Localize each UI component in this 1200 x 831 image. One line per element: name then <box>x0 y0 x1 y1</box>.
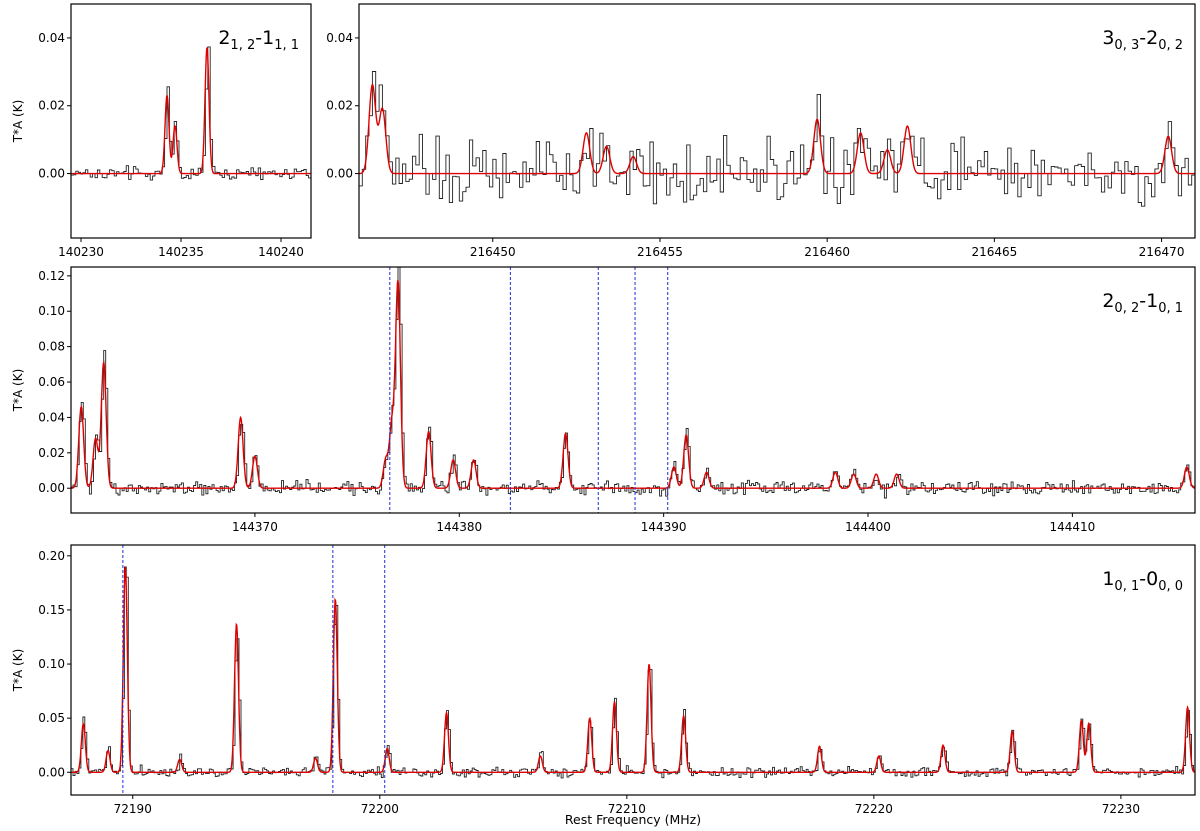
y-tick-label-0.00: 0.00 <box>38 167 65 181</box>
model-spectrum <box>71 566 1195 773</box>
y-axis-label: T*A (K) <box>11 649 25 693</box>
x-axis-label: Rest Frequency (MHz) <box>565 812 701 827</box>
x-tick-label-144390: 144390 <box>641 520 687 534</box>
x-tick-label-144410: 144410 <box>1049 520 1095 534</box>
transition-label: 10, 1-00, 0 <box>1102 568 1183 594</box>
observed-spectrum <box>359 71 1195 207</box>
x-tick-label-72210: 72210 <box>608 802 646 816</box>
model-spectrum <box>71 279 1195 489</box>
panel-1-01-0-00: 0.00 0.05 0.10 0.15 0.20 72190 72200 72210 7222… <box>38 544 1196 816</box>
x-tick-label-216470: 216470 <box>1139 245 1185 259</box>
y-tick-label-0.15: 0.15 <box>38 603 65 617</box>
transition-label: 30, 3-20, 2 <box>1102 27 1183 53</box>
y-tick-label-0.06: 0.06 <box>38 375 65 389</box>
y-tick-label-0.04: 0.04 <box>38 31 65 45</box>
x-tick-label-216450: 216450 <box>470 245 516 259</box>
x-axis-ticks: 144370 144380 144390 144400 144410 <box>232 513 1095 534</box>
x-tick-label-72190: 72190 <box>114 802 152 816</box>
x-tick-label-140230: 140230 <box>58 245 104 259</box>
x-tick-label-216460: 216460 <box>804 245 850 259</box>
model-spectrum <box>359 83 1195 175</box>
y-tick-label-0.02: 0.02 <box>326 99 353 113</box>
y-tick-label-0.08: 0.08 <box>38 340 65 354</box>
y-axis-ticks: 0.00 0.02 0.04 <box>38 31 71 181</box>
transition-label: 21, 2-11, 1 <box>218 27 299 53</box>
y-axis-ticks: 0.00 0.05 0.10 0.15 0.20 <box>38 549 71 779</box>
x-tick-label-144380: 144380 <box>436 520 482 534</box>
y-tick-label-0.04: 0.04 <box>38 410 65 424</box>
model-spectrum <box>71 47 311 175</box>
x-axis-ticks: 216450 216455 216460 216465 216470 <box>470 238 1185 259</box>
x-tick-label-72230: 72230 <box>1102 802 1140 816</box>
x-tick-label-216455: 216455 <box>637 245 683 259</box>
panel-2-12-1-11: 0.00 0.02 0.04 140230 140235 140240 21, 2-11… <box>38 3 312 259</box>
plot-area <box>71 545 1195 795</box>
y-tick-label-0.05: 0.05 <box>38 711 65 725</box>
y-tick-label-0.02: 0.02 <box>38 446 65 460</box>
x-tick-label-140240: 140240 <box>258 245 304 259</box>
y-tick-label-0.10: 0.10 <box>38 304 65 318</box>
x-tick-label-72200: 72200 <box>361 802 399 816</box>
transition-label: 20, 2-10, 1 <box>1102 290 1183 316</box>
y-tick-label-0.20: 0.20 <box>38 549 65 563</box>
y-tick-label-0.10: 0.10 <box>38 657 65 671</box>
x-tick-label-144370: 144370 <box>232 520 278 534</box>
y-tick-label-0.04: 0.04 <box>326 31 353 45</box>
x-tick-label-140235: 140235 <box>158 245 204 259</box>
y-tick-label-0.00: 0.00 <box>38 765 65 779</box>
plot-area <box>359 71 1195 207</box>
observed-spectrum <box>71 46 311 181</box>
y-tick-label-0.12: 0.12 <box>38 269 65 283</box>
x-axis-ticks: 140230 140235 140240 <box>58 238 304 259</box>
y-tick-label-0.00: 0.00 <box>38 481 65 495</box>
x-tick-label-72220: 72220 <box>855 802 893 816</box>
panel-3-03-2-02: 0.000.020.04 216450 216455 216460 216465 216… <box>326 3 1196 259</box>
x-tick-label-216465: 216465 <box>971 245 1017 259</box>
y-tick-label-0.02: 0.02 <box>38 99 65 113</box>
y-axis-ticks: 0.00 0.02 0.04 <box>326 31 359 181</box>
y-axis-label: T*A (K) <box>11 100 25 144</box>
observed-spectrum <box>71 267 1195 499</box>
plot-area <box>71 46 311 181</box>
axes-frame <box>70 266 1196 514</box>
x-axis-ticks: 72190 72200 72210 72220 72230 <box>114 795 1140 816</box>
y-axis-label: T*A (K) <box>11 369 25 413</box>
x-tick-label-144400: 144400 <box>845 520 891 534</box>
axes-frame <box>358 3 1196 239</box>
y-axis-ticks: 0.00 0.02 0.04 0.06 0.08 0.10 0.12 <box>38 269 71 495</box>
axes-frame <box>70 3 312 239</box>
axes-frame <box>70 544 1196 796</box>
plot-area <box>71 267 1195 513</box>
panel-2-02-1-01: 0.00 0.02 0.04 0.06 0.08 0.10 0.12 144370 14438… <box>38 266 1196 534</box>
y-tick-label-0.00: 0.00 <box>326 167 353 181</box>
